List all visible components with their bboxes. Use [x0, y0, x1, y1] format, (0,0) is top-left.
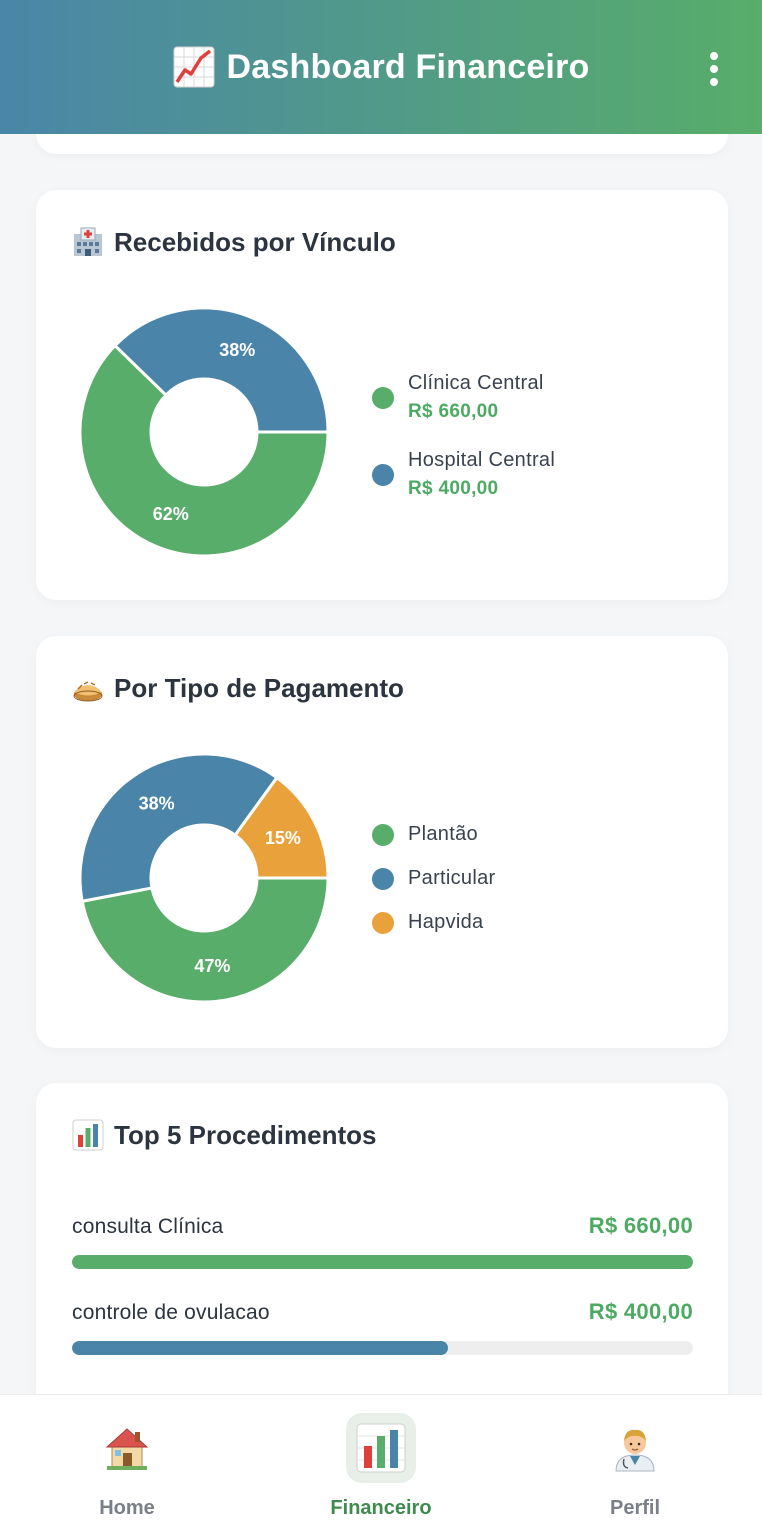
house-icon: [105, 1428, 149, 1470]
legend-label: Clínica Central: [408, 372, 544, 394]
vinculo-slice-label-1: 38%: [219, 340, 255, 360]
procedure-value: R$ 400,00: [588, 1299, 693, 1324]
nav-icon-wrap: [346, 1413, 416, 1483]
hospital-icon: [74, 227, 102, 256]
vinculo-legend: Clínica Central R$ 660,00 Hospital Centr…: [372, 372, 555, 500]
bar-chart-icon: [356, 1423, 406, 1473]
procedure-bar-track: [72, 1341, 693, 1355]
scroll-content[interactable]: Recebidos por Vínculo 62% 38% Clínica Cen…: [0, 134, 762, 1394]
procedure-bar-fill: [72, 1255, 693, 1269]
procedure-row: consulta Clínica R$ 660,00: [72, 1213, 693, 1239]
more-options-button[interactable]: [706, 52, 722, 86]
procedure-value: R$ 660,00: [588, 1213, 693, 1238]
legend-item-particular: Particular: [372, 867, 495, 890]
doctor-icon: [615, 1429, 655, 1472]
procedure-item-0: consulta Clínica R$ 660,00: [72, 1213, 693, 1269]
pie-icon: [73, 681, 103, 702]
legend-value: R$ 400,00: [408, 478, 499, 499]
tipo-slice-label-1: 38%: [139, 793, 175, 813]
top5-card-title: Top 5 Procedimentos: [72, 1119, 376, 1151]
app-header: Dashboard Financeiro: [0, 0, 762, 134]
legend-dot: [372, 464, 394, 486]
tipo-title-text: Por Tipo de Pagamento: [114, 672, 404, 703]
legend-item-plantao: Plantão: [372, 823, 495, 846]
procedure-name: controle de ovulacao: [72, 1301, 270, 1324]
tipo-donut-chart: 47% 38% 15%: [78, 752, 330, 1004]
procedure-bar-track: [72, 1255, 693, 1269]
nav-financeiro[interactable]: Financeiro: [254, 1395, 508, 1536]
legend-label: Hapvida: [408, 911, 484, 933]
nav-home[interactable]: Home: [0, 1395, 254, 1536]
tipo-card-title: Por Tipo de Pagamento: [72, 672, 404, 704]
procedure-bar-fill: [72, 1341, 449, 1355]
tipo-slice-label-2: 15%: [265, 828, 301, 848]
legend-label: Hospital Central: [408, 449, 556, 471]
vinculo-title-text: Recebidos por Vínculo: [114, 226, 396, 257]
legend-item-hospital-central: Hospital Central R$ 400,00: [372, 449, 555, 500]
page-title: Dashboard Financeiro: [226, 47, 590, 86]
legend-label: Plantão: [408, 823, 478, 845]
tipo-slice-1: [78, 752, 279, 903]
legend-dot: [372, 912, 394, 934]
bottom-nav: Home Financeiro Perfil: [0, 1394, 762, 1536]
tipo-slice-0: [80, 876, 330, 1004]
legend-item-hapvida: Hapvida: [372, 911, 495, 934]
procedure-row: controle de ovulacao R$ 400,00: [72, 1299, 693, 1325]
vinculo-donut-chart: 62% 38%: [78, 306, 330, 558]
nav-label: Home: [99, 1497, 155, 1519]
kebab-dot: [710, 65, 718, 73]
top5-card: Top 5 Procedimentos consulta Clínica R$ …: [36, 1083, 728, 1394]
legend-label: Particular: [408, 867, 496, 889]
vinculo-card: Recebidos por Vínculo 62% 38% Clínica Cen…: [36, 190, 728, 600]
legend-dot: [372, 824, 394, 846]
tipo-legend: Plantão Particular Hapvida: [372, 823, 495, 934]
nav-icon-wrap: [92, 1413, 162, 1483]
kebab-dot: [710, 78, 718, 86]
legend-dot: [372, 868, 394, 890]
top5-title-text: Top 5 Procedimentos: [114, 1119, 377, 1150]
nav-label: Financeiro: [330, 1497, 432, 1519]
vinculo-card-title: Recebidos por Vínculo: [72, 226, 396, 258]
nav-label: Perfil: [609, 1497, 661, 1519]
vinculo-slice-0: [78, 343, 330, 558]
vinculo-slice-1: [112, 306, 330, 434]
tipo-slice-2: [233, 775, 330, 880]
legend-item-clinica-central: Clínica Central R$ 660,00: [372, 372, 555, 423]
tipo-pagamento-card: Por Tipo de Pagamento 47% 38% 15% Plantão …: [36, 636, 728, 1048]
nav-perfil[interactable]: Perfil: [508, 1395, 762, 1536]
procedure-item-1: controle de ovulacao R$ 400,00: [72, 1299, 693, 1355]
tipo-slice-label-0: 47%: [194, 956, 230, 976]
previous-card-edge: [36, 134, 728, 154]
vinculo-slice-label-0: 62%: [153, 504, 189, 524]
legend-value: R$ 660,00: [408, 401, 499, 422]
chart-increasing-icon: [173, 46, 215, 88]
header-title-group: Dashboard Financeiro: [173, 46, 590, 88]
procedure-name: consulta Clínica: [72, 1215, 224, 1238]
bar-chart-icon: [72, 1119, 104, 1151]
nav-icon-wrap: [600, 1413, 670, 1483]
legend-dot: [372, 387, 394, 409]
kebab-menu-icon: [710, 52, 718, 60]
